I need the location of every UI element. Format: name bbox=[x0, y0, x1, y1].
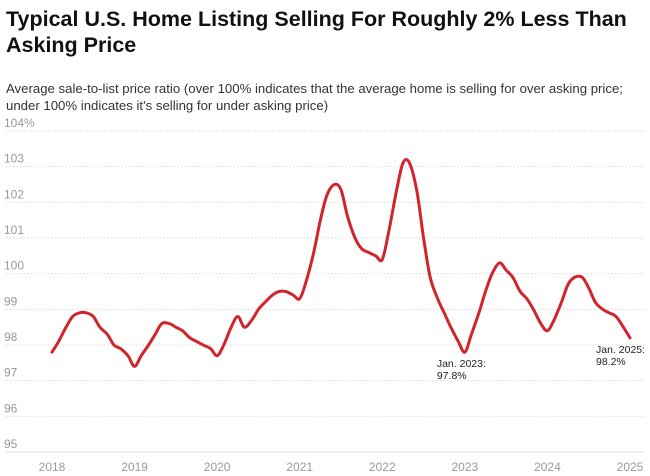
x-tick-label: 2021 bbox=[286, 460, 313, 474]
x-tick-label: 2025 bbox=[617, 460, 644, 474]
y-tick-label: 100 bbox=[4, 259, 24, 273]
y-tick-label: 99 bbox=[4, 294, 18, 308]
x-tick-label: 2024 bbox=[534, 460, 561, 474]
y-tick-label: 103 bbox=[4, 152, 24, 166]
x-tick-label: 2022 bbox=[369, 460, 396, 474]
y-tick-label: 97 bbox=[4, 366, 18, 380]
gridlines bbox=[6, 130, 644, 453]
annotation-label: 97.8% bbox=[437, 370, 467, 382]
series-line bbox=[50, 158, 632, 368]
x-tick-label: 2019 bbox=[121, 460, 148, 474]
annotations: Jan. 2023:97.8% Jan. 2025:98.2% bbox=[437, 344, 645, 382]
annotation-label: Jan. 2025: bbox=[596, 344, 645, 356]
x-tick-label: 2018 bbox=[39, 460, 66, 474]
annotation-label: Jan. 2023: bbox=[437, 358, 486, 370]
y-tick-label: 101 bbox=[4, 223, 24, 237]
x-tick-label: 2020 bbox=[204, 460, 231, 474]
y-tick-label: 104% bbox=[4, 116, 35, 130]
x-axis-ticks: 2018 2019 2020 2021 2022 2023 2024 2025 bbox=[39, 460, 644, 474]
chart-subtitle: Average sale-to-list price ratio (over 1… bbox=[6, 81, 623, 113]
x-tick-label: 2023 bbox=[452, 460, 479, 474]
chart-title: Typical U.S. Home Listing Selling For Ro… bbox=[6, 7, 627, 57]
y-tick-label: 98 bbox=[4, 330, 18, 344]
annotation-label: 98.2% bbox=[596, 356, 626, 368]
y-tick-label: 102 bbox=[4, 187, 24, 201]
y-tick-label: 96 bbox=[4, 401, 18, 415]
series-group bbox=[50, 158, 632, 368]
y-axis-ticks: 104% 103 102 101 100 99 98 97 96 95 bbox=[4, 116, 35, 451]
y-tick-label: 95 bbox=[4, 437, 18, 451]
